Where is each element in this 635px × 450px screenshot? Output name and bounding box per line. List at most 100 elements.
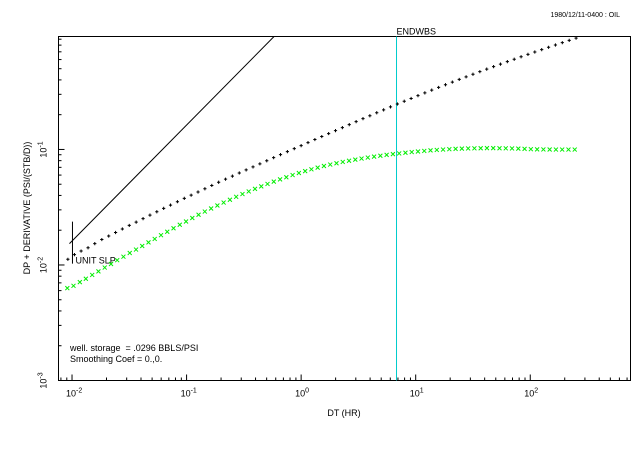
derivative-point xyxy=(296,170,302,176)
derivative-point xyxy=(290,172,295,178)
endwbs-label: ENDWBS xyxy=(397,27,437,37)
y-tick-label: 10-1 xyxy=(38,141,49,157)
pressure-point xyxy=(134,220,138,224)
x-tick-label-base: 10 xyxy=(410,389,420,399)
derivative-point xyxy=(522,146,527,152)
y-tick-label-base: 10 xyxy=(39,379,49,389)
derivative-point xyxy=(421,148,427,154)
pressure-point xyxy=(251,165,255,169)
derivative-point xyxy=(440,147,446,152)
derivative-point xyxy=(415,149,421,154)
pressure-point xyxy=(533,50,537,54)
pressure-point xyxy=(272,156,276,160)
x-tick-labels: 10-2 10-1 100 101 102 xyxy=(66,388,538,399)
pressure-point xyxy=(430,88,434,92)
pressure-point xyxy=(113,230,118,235)
pressure-point xyxy=(540,48,544,52)
derivative-point xyxy=(453,146,458,152)
derivative-point xyxy=(271,179,277,184)
pressure-point xyxy=(526,52,530,56)
derivative-point xyxy=(515,146,521,152)
pressure-point xyxy=(127,223,131,228)
x-tick-label-exp: -1 xyxy=(191,388,197,395)
pressure-point xyxy=(347,123,351,127)
annotation-smoothing: Smoothing Coef = 0.,0. xyxy=(70,354,162,364)
pressure-point xyxy=(485,67,489,71)
derivative-point xyxy=(77,279,83,285)
pressure-point xyxy=(278,153,283,157)
pressure-point xyxy=(361,117,365,121)
pressure-point xyxy=(237,171,241,175)
pressure-point xyxy=(382,108,386,112)
pressure-point xyxy=(409,96,413,101)
x-tick-label-base: 10 xyxy=(181,389,191,399)
derivative-point xyxy=(277,177,283,182)
x-tick-label-exp: 1 xyxy=(420,388,424,395)
derivative-point xyxy=(114,257,120,263)
derivative-point xyxy=(446,146,452,152)
pressure-point xyxy=(120,227,124,231)
derivative-point xyxy=(547,147,553,152)
derivative-point xyxy=(71,283,76,289)
pressure-point xyxy=(93,242,97,246)
derivative-point xyxy=(566,147,571,152)
derivative-point xyxy=(478,145,484,151)
x-tick-label-exp: -2 xyxy=(76,388,82,395)
pressure-point xyxy=(320,134,324,139)
derivative-point xyxy=(509,146,515,151)
pressure-point xyxy=(148,213,152,217)
pressure-point xyxy=(491,65,496,69)
derivative-point xyxy=(233,194,239,200)
pressure-point xyxy=(402,99,406,103)
chart-id-label: 1980/12/11-0400 : OIL xyxy=(550,12,620,19)
pressure-point xyxy=(299,143,303,148)
pressure-point xyxy=(354,120,358,124)
annotation-well-storage: well. storage = .0296 BBLS/PSI xyxy=(69,343,198,353)
derivative-point xyxy=(365,155,371,160)
derivative-point xyxy=(89,272,95,278)
derivative-point xyxy=(490,145,496,151)
derivative-point xyxy=(246,189,252,194)
pressure-point xyxy=(395,102,399,106)
pressure-point xyxy=(86,246,90,250)
derivative-point xyxy=(346,158,352,164)
x-tick-label: 10-2 xyxy=(66,388,82,399)
pressure-point xyxy=(141,217,145,221)
y-tick-label-exp: -2 xyxy=(38,257,45,263)
derivative-point xyxy=(359,156,364,161)
derivative-point xyxy=(428,148,433,153)
derivative-point xyxy=(164,229,170,235)
x-tick-label-base: 10 xyxy=(66,389,76,399)
x-axis-label: DT (HR) xyxy=(327,408,360,418)
derivative-point xyxy=(202,209,208,214)
derivative-point xyxy=(221,200,226,205)
derivative-point xyxy=(534,146,540,152)
pressure-point xyxy=(560,41,564,45)
derivative-point xyxy=(553,147,559,152)
pressure-point xyxy=(498,62,503,66)
derivative-point xyxy=(559,147,565,152)
pressure-point xyxy=(388,105,393,109)
derivative-point xyxy=(459,146,465,152)
derivative-point xyxy=(215,203,220,208)
pressure-point xyxy=(265,159,269,163)
derivative-point xyxy=(177,222,183,228)
y-tick-label-base: 10 xyxy=(39,148,49,158)
pressure-point xyxy=(423,91,427,95)
pressure-point xyxy=(306,140,310,145)
derivative-point xyxy=(528,146,534,152)
y-tick-labels: 10-310-210-1 xyxy=(38,141,49,388)
pressure-point xyxy=(368,114,372,118)
derivative-point xyxy=(171,225,176,231)
pressure-point xyxy=(512,57,516,61)
x-tick-label-exp: 2 xyxy=(534,388,538,395)
derivative-point xyxy=(152,236,158,242)
pressure-point xyxy=(210,183,214,188)
derivative-point xyxy=(315,165,321,170)
derivative-point xyxy=(541,147,546,152)
axis-ticks xyxy=(58,38,628,381)
derivative-point xyxy=(340,159,346,165)
derivative-point xyxy=(409,149,415,155)
derivative-point xyxy=(83,276,89,282)
